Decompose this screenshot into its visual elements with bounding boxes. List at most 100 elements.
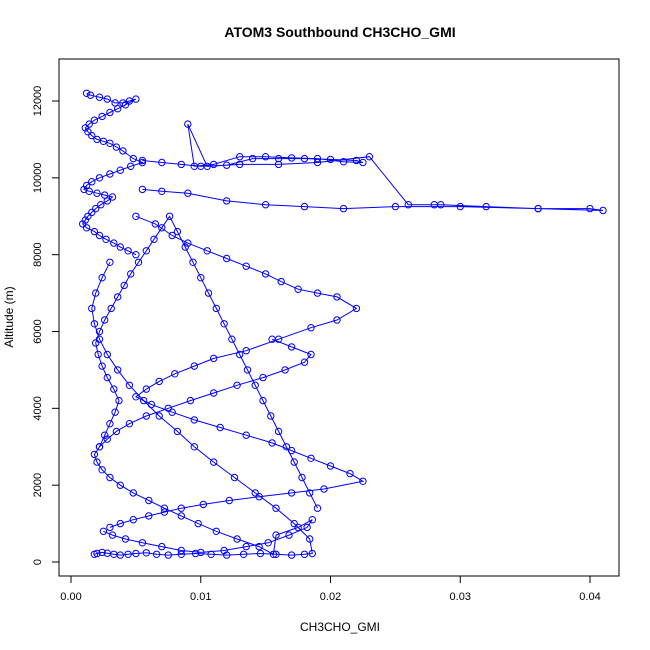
data-point xyxy=(272,504,280,512)
data-point xyxy=(103,95,112,103)
data-point xyxy=(112,143,121,151)
data-point xyxy=(98,274,106,282)
data-point xyxy=(203,247,211,255)
data-point xyxy=(251,489,259,497)
data-point xyxy=(103,197,112,205)
data-point xyxy=(82,224,91,232)
data-point xyxy=(223,197,231,205)
data-point xyxy=(92,339,100,347)
data-point xyxy=(95,93,104,101)
data-point xyxy=(158,542,166,551)
data-point xyxy=(114,105,122,113)
data-point xyxy=(93,549,101,558)
data-point xyxy=(88,131,96,140)
data-point xyxy=(184,120,192,128)
data-point xyxy=(308,516,316,524)
y-tick-label: 6000 xyxy=(32,319,44,343)
series-line-5 xyxy=(91,262,313,556)
data-point xyxy=(586,204,594,213)
data-point xyxy=(233,535,241,543)
data-point xyxy=(80,185,88,194)
series-line-2 xyxy=(142,123,604,211)
data-point xyxy=(173,227,182,236)
data-point xyxy=(261,270,270,278)
data-point xyxy=(142,247,151,255)
data-point xyxy=(203,162,211,171)
data-point xyxy=(223,161,231,169)
data-point xyxy=(365,153,374,161)
y-axis-label: Altitude (m) xyxy=(2,286,16,347)
data-point xyxy=(98,548,106,557)
x-axis: 0.00 0.01 0.02 0.03 0.04 xyxy=(60,575,601,603)
data-point xyxy=(92,204,100,213)
data-point xyxy=(119,147,127,155)
data-point xyxy=(272,531,280,539)
data-point xyxy=(108,193,117,201)
data-point xyxy=(165,212,174,221)
data-point xyxy=(220,320,228,328)
data-point xyxy=(106,258,114,266)
data-point xyxy=(106,170,114,178)
data-point xyxy=(210,458,218,466)
data-point xyxy=(129,516,138,524)
data-point xyxy=(290,458,298,466)
data-point xyxy=(251,381,259,389)
data-point xyxy=(313,158,322,167)
data-point xyxy=(210,354,218,363)
data-point xyxy=(281,366,289,374)
data-point xyxy=(287,154,296,162)
series-line-6 xyxy=(95,215,318,509)
data-point xyxy=(191,549,200,558)
y-tick-label: 8000 xyxy=(32,242,44,266)
data-point xyxy=(223,254,231,263)
data-point xyxy=(212,527,221,535)
data-point xyxy=(103,435,112,443)
data-point xyxy=(88,178,96,186)
data-point xyxy=(294,285,302,293)
data-point xyxy=(158,224,166,232)
data-point xyxy=(125,97,134,105)
data-point xyxy=(98,362,106,370)
data-point xyxy=(287,343,296,351)
data-point xyxy=(145,512,153,520)
data-point xyxy=(86,91,95,99)
data-point xyxy=(142,549,151,557)
data-point xyxy=(306,535,314,543)
data-point xyxy=(106,420,114,428)
data-point xyxy=(228,335,236,343)
data-point xyxy=(82,89,91,98)
x-tick-label: 0.00 xyxy=(60,591,81,603)
data-point xyxy=(97,201,105,209)
data-point xyxy=(95,335,104,343)
data-point xyxy=(116,481,125,489)
data-point xyxy=(326,462,335,470)
data-point xyxy=(111,408,119,416)
series-layer xyxy=(79,89,607,559)
data-point xyxy=(204,289,213,297)
data-point xyxy=(482,202,490,211)
data-point xyxy=(124,550,132,558)
data-point xyxy=(404,201,412,209)
data-point xyxy=(84,212,92,221)
data-point xyxy=(184,189,192,197)
data-point xyxy=(110,385,118,393)
data-point xyxy=(102,235,110,244)
data-point xyxy=(81,124,90,132)
data-point xyxy=(177,546,186,555)
data-point xyxy=(125,420,134,428)
data-point xyxy=(391,202,400,211)
data-point xyxy=(85,187,93,196)
data-point xyxy=(236,160,244,169)
data-point xyxy=(115,396,123,405)
data-point xyxy=(140,396,148,405)
x-tick-label: 0.02 xyxy=(320,591,341,603)
data-point xyxy=(112,427,121,436)
data-point xyxy=(274,160,283,169)
data-point xyxy=(121,535,130,543)
data-point xyxy=(168,231,176,240)
data-point xyxy=(95,231,104,240)
chart-title: ATOM3 Southbound CH3CHO_GMI xyxy=(224,24,455,40)
data-point xyxy=(110,239,118,247)
data-point xyxy=(177,512,186,520)
data-point xyxy=(359,477,367,485)
